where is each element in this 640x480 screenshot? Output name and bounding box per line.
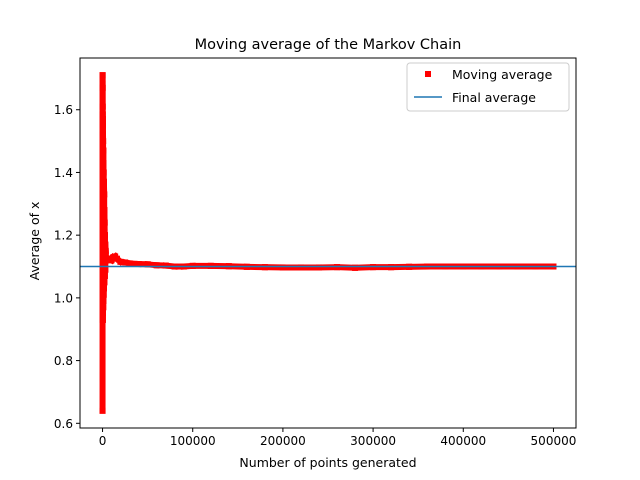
legend-box — [406, 62, 570, 112]
moving-average-point — [279, 264, 286, 271]
x-tick-label: 100000 — [170, 434, 216, 448]
moving-average-point — [100, 304, 107, 311]
x-tick-label: 200000 — [260, 434, 306, 448]
moving-average-point — [100, 178, 107, 185]
moving-average-point — [135, 261, 142, 268]
moving-average-point — [352, 264, 359, 271]
moving-average-point — [100, 169, 107, 176]
x-axis-ticks: 0 100000 200000 300000 400000 500000 — [99, 428, 577, 448]
plot-area — [79, 57, 577, 429]
moving-average-point — [144, 261, 151, 268]
moving-average-point — [99, 131, 106, 138]
moving-average-point — [99, 103, 106, 110]
moving-average-point — [101, 219, 108, 226]
moving-average-point — [102, 241, 109, 248]
moving-average-point — [102, 266, 109, 273]
moving-average-point — [99, 122, 106, 129]
moving-average-point — [100, 160, 107, 167]
axes-frame — [79, 57, 577, 429]
moving-average-point — [100, 147, 107, 154]
y-axis-ticks: 0.6 0.8 1.0 1.2 1.4 1.6 — [54, 103, 80, 431]
moving-average-point — [99, 72, 106, 79]
y-tick-label: 1.0 — [54, 291, 73, 305]
moving-average-point — [99, 84, 106, 91]
moving-average-point — [297, 264, 304, 271]
y-tick-label: 0.8 — [54, 354, 73, 368]
moving-average-point — [99, 316, 106, 323]
x-axis-label: Number of points generated — [239, 455, 416, 470]
x-tick-label: 300000 — [350, 434, 396, 448]
legend: Moving average Final average — [406, 62, 570, 112]
moving-average-point — [113, 255, 120, 262]
series-layer — [80, 72, 576, 414]
moving-average-point — [100, 298, 107, 305]
moving-average-point — [100, 138, 107, 145]
x-tick-label: 0 — [99, 434, 107, 448]
moving-average-point — [99, 407, 106, 414]
moving-average-point — [126, 260, 133, 267]
legend-label-moving-average: Moving average — [452, 67, 553, 82]
moving-average-point — [100, 291, 107, 298]
y-tick-label: 1.4 — [54, 166, 73, 180]
moving-average-point — [101, 207, 108, 214]
moving-average-point — [315, 264, 322, 271]
moving-average-point — [101, 232, 108, 239]
moving-average-point — [101, 279, 108, 286]
moving-average-point — [162, 262, 169, 269]
chart-title: Moving average of the Markov Chain — [195, 37, 462, 53]
legend-marker-moving-average — [425, 71, 431, 77]
y-tick-label: 1.6 — [54, 103, 73, 117]
y-tick-label: 1.2 — [54, 229, 73, 243]
moving-average-point — [101, 191, 108, 198]
y-tick-label: 0.6 — [54, 417, 73, 431]
moving-average-point — [99, 111, 106, 118]
moving-average-point — [102, 247, 109, 254]
moving-average-point — [122, 259, 129, 266]
legend-label-final-average: Final average — [452, 90, 536, 105]
x-tick-label: 500000 — [531, 434, 577, 448]
moving-average-point — [153, 262, 160, 269]
moving-average-point — [100, 285, 107, 292]
moving-average-point — [99, 310, 106, 317]
moving-average-point — [117, 258, 124, 265]
moving-average-point — [101, 272, 108, 279]
moving-average-point — [108, 257, 115, 264]
y-axis-label: Average of x — [27, 202, 42, 281]
x-tick-label: 400000 — [440, 434, 486, 448]
moving-average-point — [99, 116, 106, 123]
